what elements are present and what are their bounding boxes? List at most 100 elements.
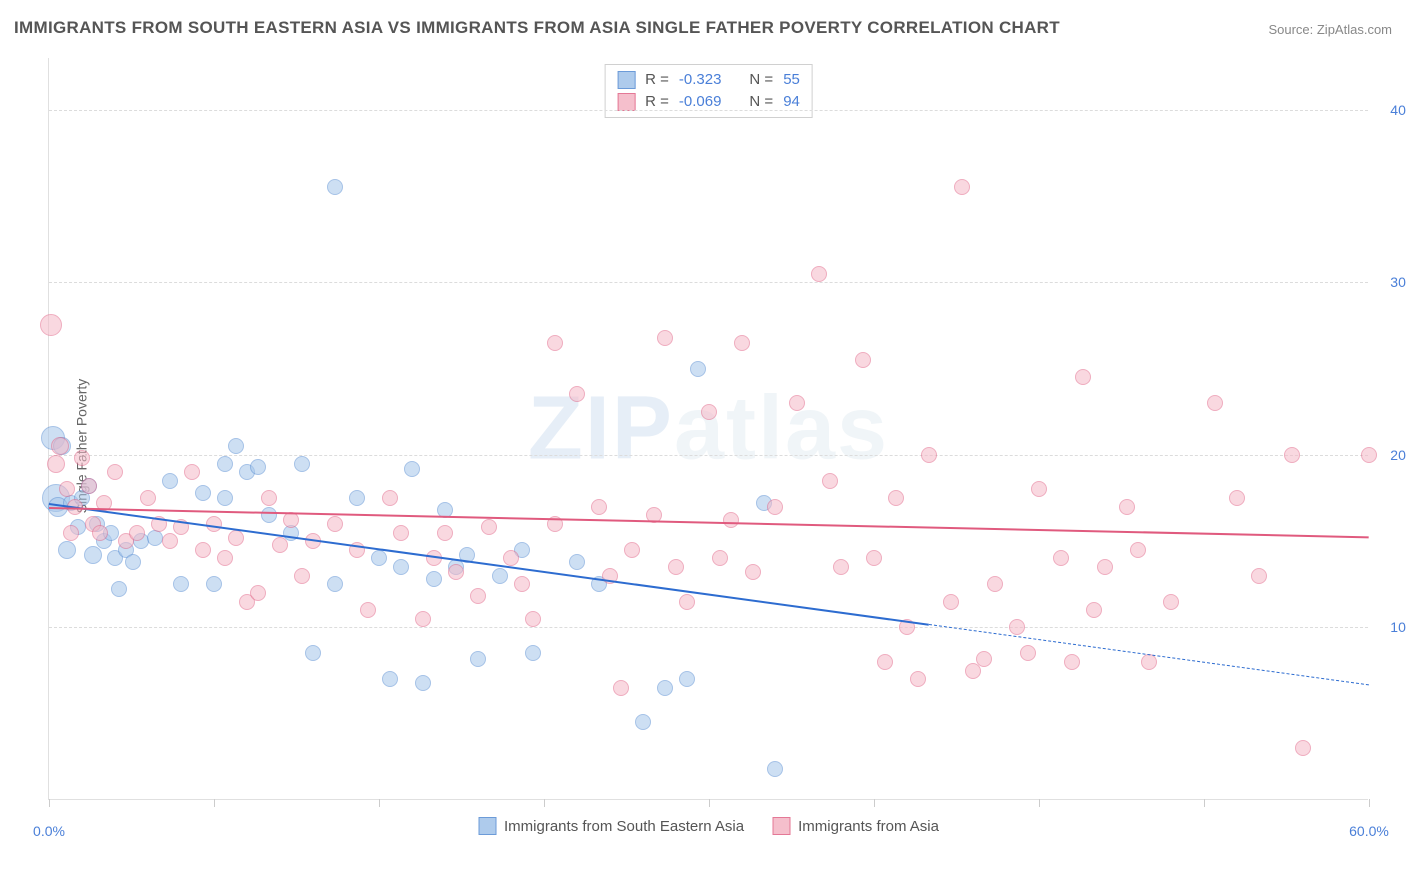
scatter-point-asia xyxy=(657,330,673,346)
r-label: R = xyxy=(645,69,669,91)
scatter-point-asia xyxy=(1141,654,1157,670)
scatter-point-asia xyxy=(228,530,244,546)
scatter-point-sea xyxy=(382,671,398,687)
scatter-point-asia xyxy=(822,473,838,489)
scatter-point-sea xyxy=(393,559,409,575)
swatch-asia-icon xyxy=(772,817,790,835)
scatter-point-sea xyxy=(162,473,178,489)
scatter-point-asia xyxy=(1075,369,1091,385)
scatter-point-asia xyxy=(47,455,65,473)
scatter-point-asia xyxy=(415,611,431,627)
scatter-point-asia xyxy=(1119,499,1135,515)
legend-item-sea: Immigrants from South Eastern Asia xyxy=(478,817,744,835)
scatter-point-sea xyxy=(125,554,141,570)
r-value-sea: -0.323 xyxy=(679,69,722,91)
scatter-point-sea xyxy=(415,675,431,691)
scatter-point-asia xyxy=(470,588,486,604)
scatter-point-sea xyxy=(635,714,651,730)
scatter-point-sea xyxy=(492,568,508,584)
scatter-point-asia xyxy=(283,512,299,528)
scatter-point-asia xyxy=(195,542,211,558)
scatter-point-asia xyxy=(811,266,827,282)
y-tick-label: 20.0% xyxy=(1390,447,1406,463)
scatter-point-asia xyxy=(1020,645,1036,661)
scatter-point-asia xyxy=(1031,481,1047,497)
scatter-point-asia xyxy=(250,585,266,601)
scatter-point-asia xyxy=(294,568,310,584)
x-tick-mark xyxy=(379,799,380,807)
scatter-point-sea xyxy=(261,507,277,523)
scatter-point-sea xyxy=(217,456,233,472)
scatter-point-asia xyxy=(481,519,497,535)
scatter-point-sea xyxy=(569,554,585,570)
scatter-point-sea xyxy=(58,541,76,559)
y-tick-label: 10.0% xyxy=(1390,619,1406,635)
scatter-point-asia xyxy=(92,525,108,541)
x-tick-mark xyxy=(1369,799,1370,807)
scatter-point-asia xyxy=(613,680,629,696)
scatter-point-asia xyxy=(1130,542,1146,558)
scatter-point-asia xyxy=(327,516,343,532)
scatter-point-asia xyxy=(272,537,288,553)
y-tick-label: 30.0% xyxy=(1390,274,1406,290)
scatter-point-asia xyxy=(1064,654,1080,670)
scatter-point-asia xyxy=(360,602,376,618)
scatter-point-sea xyxy=(525,645,541,661)
scatter-point-asia xyxy=(1229,490,1245,506)
scatter-point-sea xyxy=(111,581,127,597)
scatter-point-asia xyxy=(910,671,926,687)
scatter-point-asia xyxy=(877,654,893,670)
scatter-point-sea xyxy=(426,571,442,587)
scatter-point-asia xyxy=(866,550,882,566)
scatter-point-asia xyxy=(51,437,69,455)
x-tick-mark xyxy=(1204,799,1205,807)
x-tick-mark xyxy=(544,799,545,807)
scatter-point-asia xyxy=(624,542,640,558)
scatter-point-asia xyxy=(1009,619,1025,635)
scatter-point-asia xyxy=(1284,447,1300,463)
scatter-point-asia xyxy=(943,594,959,610)
scatter-point-sea xyxy=(470,651,486,667)
scatter-point-asia xyxy=(74,450,90,466)
scatter-point-asia xyxy=(833,559,849,575)
scatter-point-asia xyxy=(855,352,871,368)
gridline-horizontal xyxy=(49,627,1368,628)
scatter-point-asia xyxy=(1163,594,1179,610)
scatter-point-asia xyxy=(514,576,530,592)
swatch-asia-icon xyxy=(617,93,635,111)
series-legend: Immigrants from South Eastern Asia Immig… xyxy=(478,817,939,835)
scatter-point-asia xyxy=(448,564,464,580)
scatter-point-asia xyxy=(107,464,123,480)
x-tick-mark xyxy=(709,799,710,807)
scatter-point-asia xyxy=(129,525,145,541)
x-tick-label: 60.0% xyxy=(1349,823,1389,839)
scatter-point-sea xyxy=(250,459,266,475)
scatter-point-sea xyxy=(173,576,189,592)
scatter-point-asia xyxy=(1086,602,1102,618)
scatter-point-sea xyxy=(404,461,420,477)
scatter-point-asia xyxy=(382,490,398,506)
gridline-horizontal xyxy=(49,455,1368,456)
chart-title: IMMIGRANTS FROM SOUTH EASTERN ASIA VS IM… xyxy=(14,18,1060,38)
scatter-point-asia xyxy=(591,499,607,515)
chart-plot-area: ZIPatlas R = -0.323 N = 55 R = -0.069 N … xyxy=(48,58,1368,800)
scatter-point-asia xyxy=(701,404,717,420)
scatter-point-asia xyxy=(184,464,200,480)
scatter-point-sea xyxy=(294,456,310,472)
x-tick-mark xyxy=(1039,799,1040,807)
scatter-point-sea xyxy=(690,361,706,377)
scatter-point-asia xyxy=(547,335,563,351)
swatch-sea-icon xyxy=(617,71,635,89)
scatter-point-asia xyxy=(162,533,178,549)
scatter-point-asia xyxy=(668,559,684,575)
scatter-point-asia xyxy=(1053,550,1069,566)
scatter-point-asia xyxy=(745,564,761,580)
scatter-point-asia xyxy=(525,611,541,627)
n-label: N = xyxy=(749,69,773,91)
scatter-point-sea xyxy=(327,179,343,195)
x-tick-mark xyxy=(874,799,875,807)
scatter-point-asia xyxy=(767,499,783,515)
legend-item-asia: Immigrants from Asia xyxy=(772,817,939,835)
scatter-point-asia xyxy=(1361,447,1377,463)
correlation-row-sea: R = -0.323 N = 55 xyxy=(617,69,800,91)
